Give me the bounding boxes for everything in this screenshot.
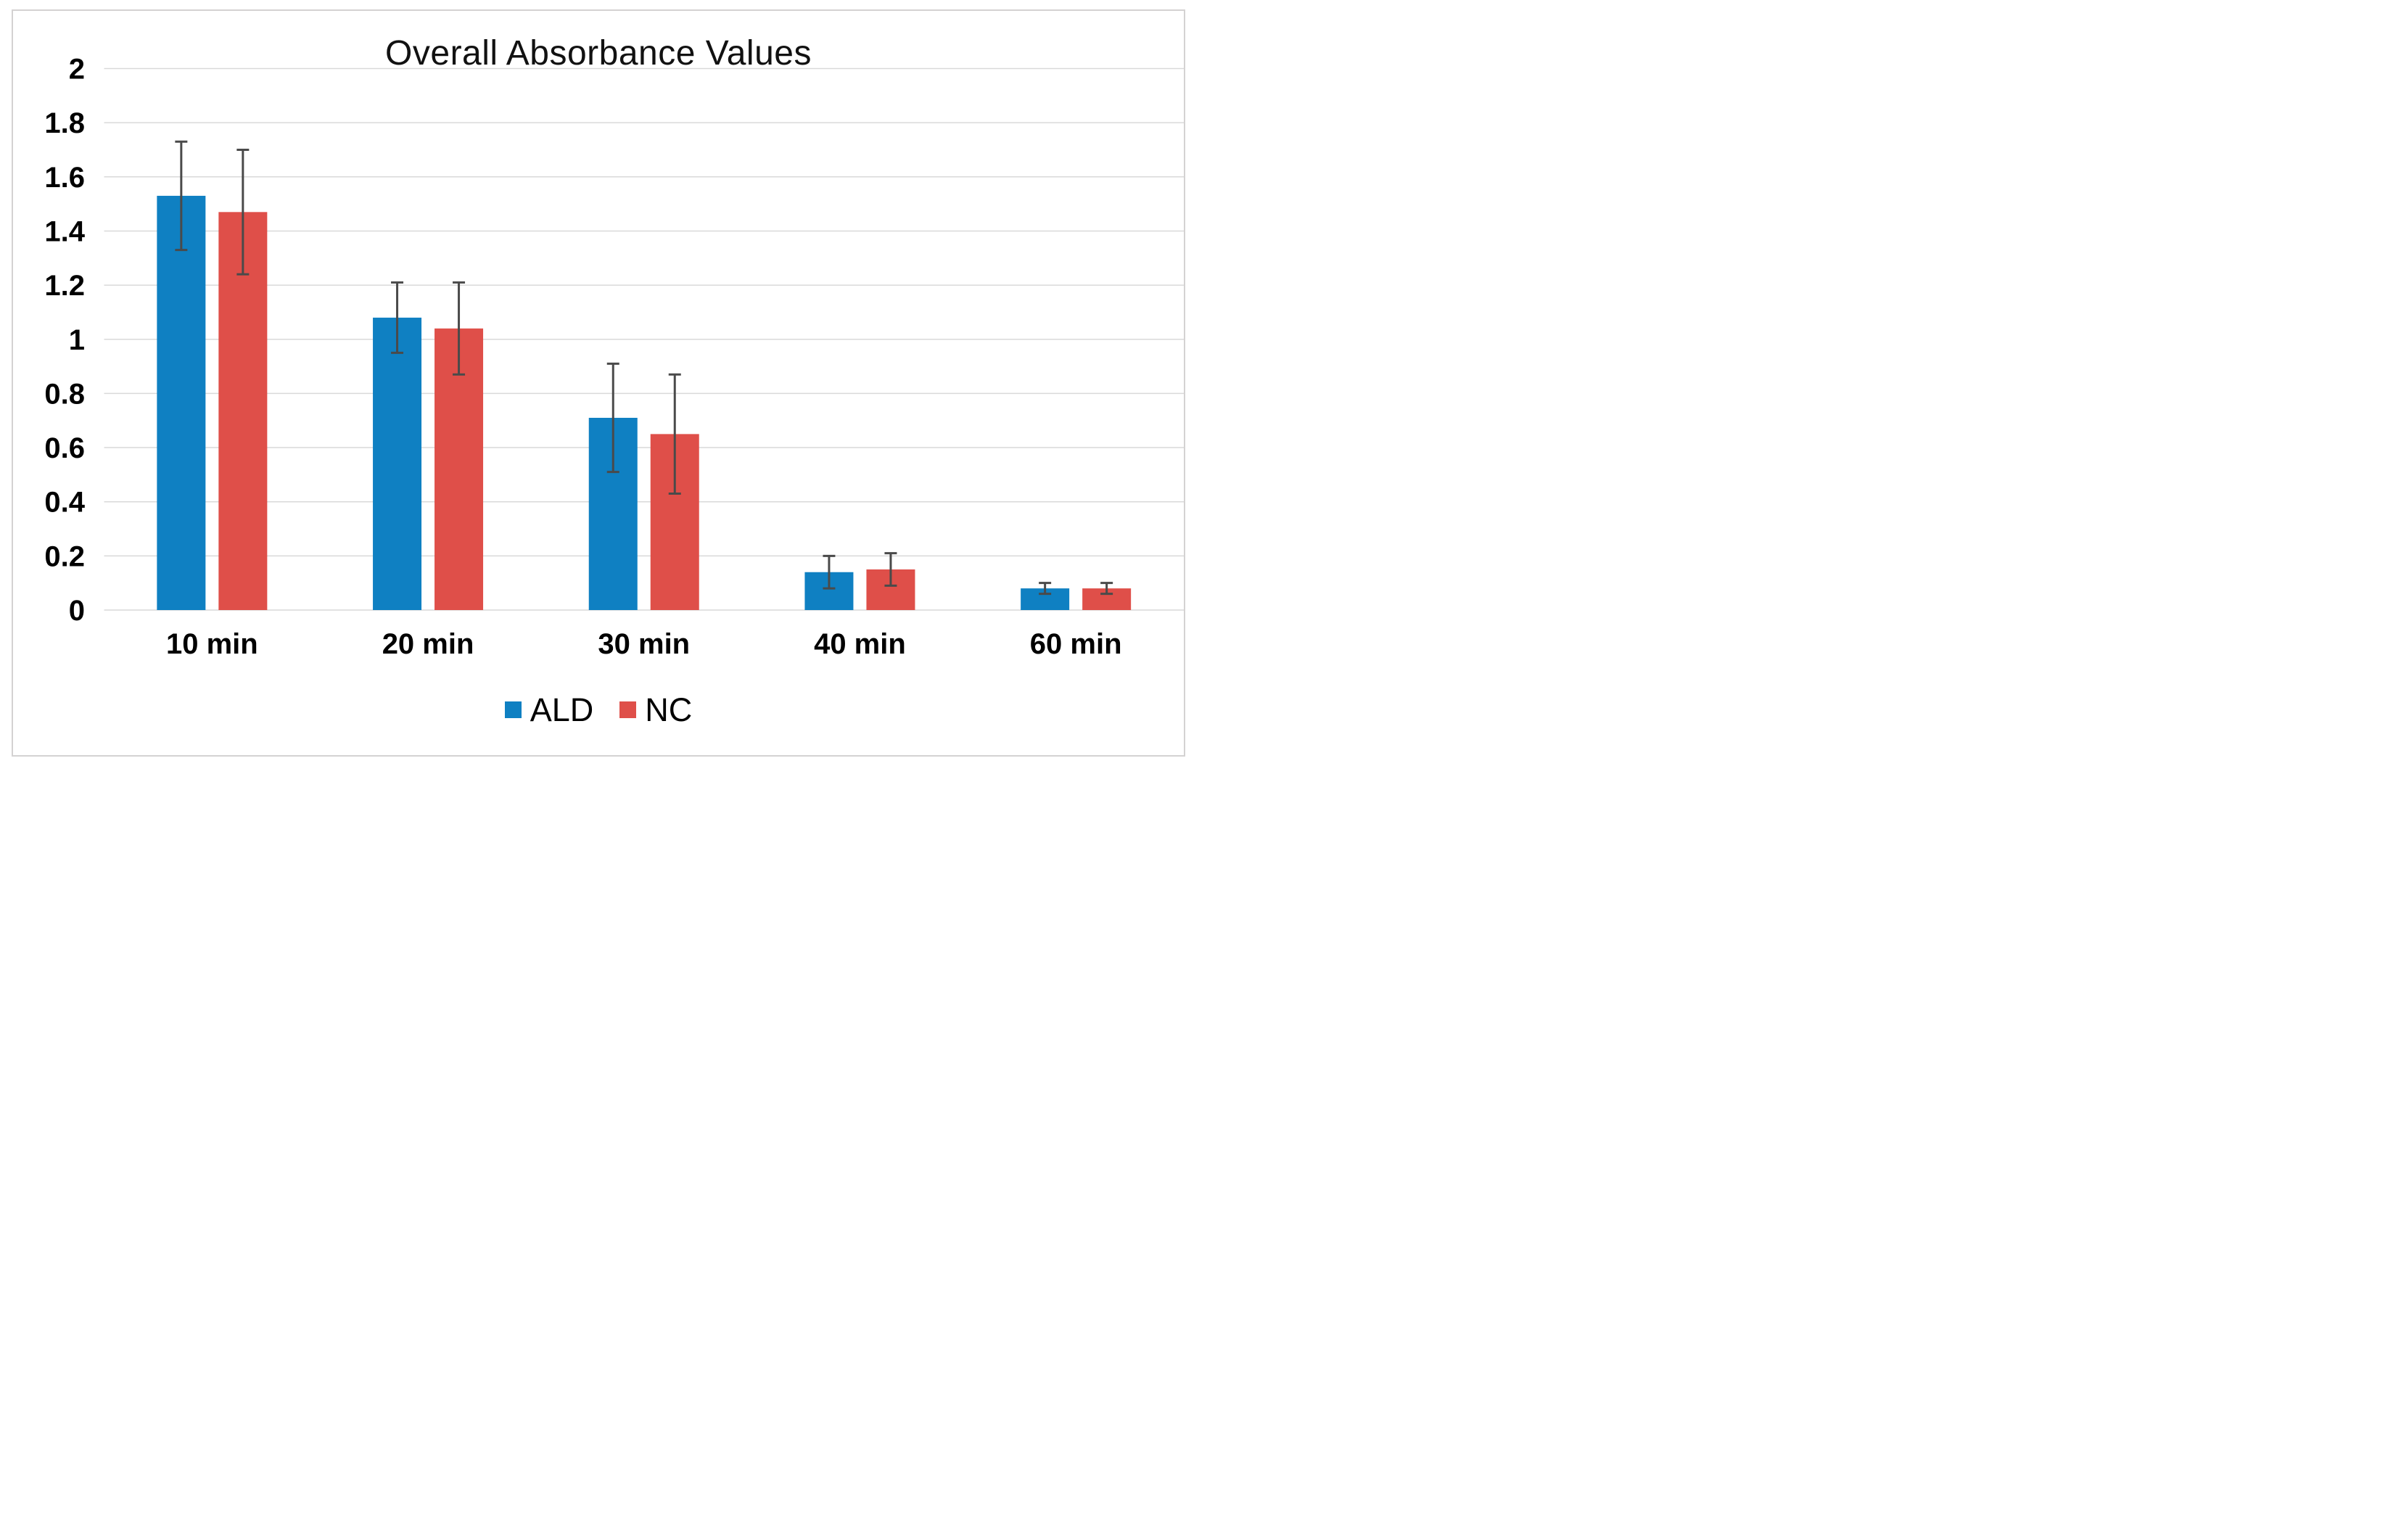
plot-area: 2 1.8 1.6 1.4 1.2 1 0.8 0.6 0.4 0.2 0 10 min 20 min 3… [44, 54, 1184, 660]
errorbar-nc-20-min [453, 281, 466, 376]
legend-swatch-nc-icon [619, 701, 637, 718]
y-tick-label-1.4: 1.4 [44, 215, 85, 247]
legend-item-nc: NC [619, 693, 692, 726]
y-tick-label-0.8: 0.8 [44, 378, 85, 410]
legend: ALD NC [0, 693, 1197, 726]
y-tick-label-0.2: 0.2 [44, 540, 85, 572]
figure-border [12, 9, 1185, 757]
errorbar-nc-30-min [668, 373, 681, 495]
y-tick-label-1: 1 [69, 324, 85, 356]
bar-nc-10-min [218, 212, 268, 610]
errorbar-ald-10-min [175, 140, 188, 252]
y-tick-label-0: 0 [69, 595, 85, 627]
y-tick-label-0.6: 0.6 [44, 432, 85, 464]
errorbar-nc-10-min [236, 148, 250, 276]
errorbar-nc-40-min [884, 552, 897, 587]
bar-ald-10-min [157, 195, 206, 610]
legend-label-ald: ALD [530, 691, 594, 728]
x-category-label-40-min: 40 min [814, 628, 906, 660]
x-category-label-10-min: 10 min [166, 628, 258, 660]
y-tick-label-0.4: 0.4 [44, 487, 85, 519]
x-category-label-60-min: 60 min [1030, 628, 1122, 660]
legend-swatch-ald-icon [504, 701, 522, 718]
errorbar-ald-60-min [1039, 582, 1052, 596]
x-category-label-20-min: 20 min [382, 628, 474, 660]
y-tick-label-1.2: 1.2 [44, 270, 85, 302]
y-tick-label-2: 2 [69, 54, 85, 86]
errorbar-ald-20-min [391, 281, 404, 354]
bar-ald-20-min [373, 317, 422, 610]
legend-item-ald: ALD [504, 691, 594, 728]
errorbar-ald-40-min [823, 554, 836, 590]
y-tick-label-1.8: 1.8 [44, 107, 85, 139]
chart-figure: Overall Absorbance Values 2 1.8 1.6 1.4 1.2 1… [0, 0, 1197, 770]
legend-label-nc: NC [645, 691, 693, 728]
x-category-label-30-min: 30 min [598, 628, 690, 660]
errorbar-ald-30-min [606, 362, 619, 474]
y-tick-label-1.6: 1.6 [44, 162, 85, 194]
errorbar-nc-60-min [1100, 582, 1113, 596]
chart-title: Overall Absorbance Values [385, 34, 812, 73]
